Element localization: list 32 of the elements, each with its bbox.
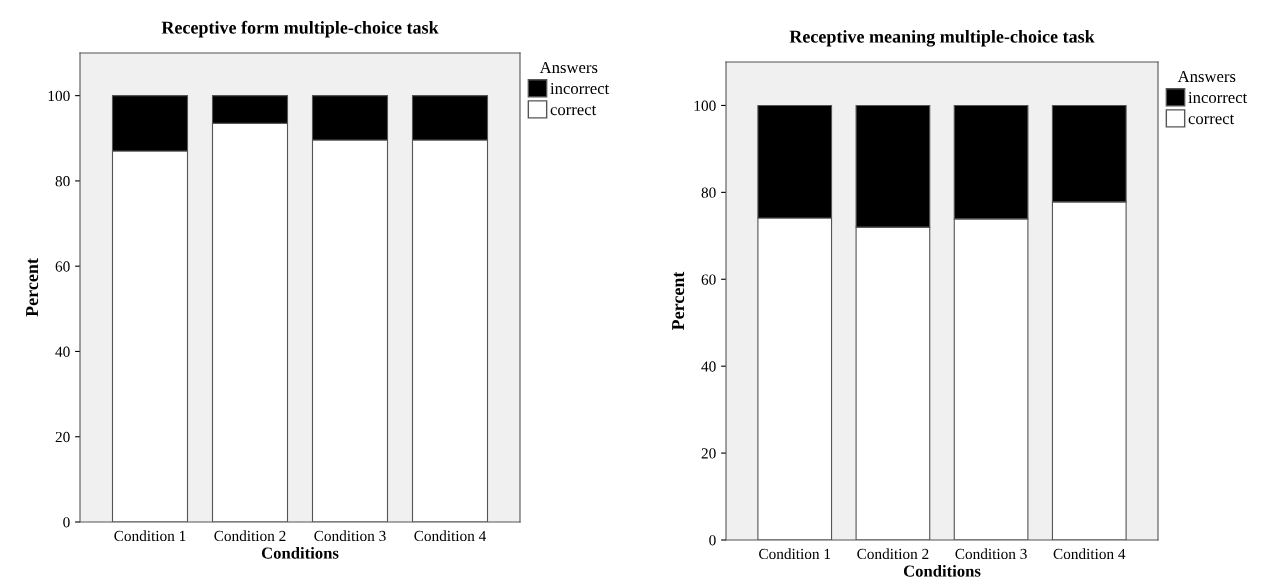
y-tick-label: 0: [63, 517, 70, 528]
chart-title: Receptive form multiple-choice task: [161, 20, 439, 38]
x-tick-label: Condition 2: [857, 548, 929, 560]
x-tick-label: Condition 1: [759, 548, 831, 560]
x-tick-label: Condition 3: [314, 530, 386, 542]
y-tick-label: 60: [701, 274, 716, 285]
x-tick-label: Condition 4: [1053, 548, 1126, 560]
y-tick-label: 80: [701, 187, 716, 198]
legend-label: correct: [550, 105, 597, 116]
chart-title: Receptive meaning multiple-choice task: [789, 30, 1095, 47]
legend-label: correct: [1188, 114, 1235, 125]
y-tick-label: 0: [709, 535, 716, 546]
y-axis-title: Percent: [26, 258, 39, 317]
y-tick-label: 20: [701, 448, 716, 459]
legend-title: Answers: [539, 61, 598, 74]
legend-title: Answers: [1177, 70, 1236, 83]
y-axis-title: Percent: [672, 271, 685, 331]
y-tick-label: 60: [55, 261, 70, 272]
y-tick-label: 100: [694, 100, 716, 111]
x-tick-label: Condition 1: [114, 530, 186, 542]
x-axis-title: Conditions: [261, 546, 339, 559]
legend-label: incorrect: [550, 82, 610, 95]
y-tick-label: 40: [701, 361, 716, 372]
x-tick-label: Condition 4: [414, 530, 487, 542]
x-axis-title: Conditions: [903, 564, 981, 577]
y-tick-label: 20: [55, 431, 70, 443]
x-tick-label: Condition 2: [214, 530, 286, 542]
legend-label: incorrect: [1188, 91, 1248, 104]
y-tick-label: 80: [55, 176, 70, 187]
y-tick-label: 40: [55, 346, 70, 357]
x-tick-label: Condition 3: [955, 548, 1027, 560]
y-tick-label: 100: [48, 90, 70, 102]
